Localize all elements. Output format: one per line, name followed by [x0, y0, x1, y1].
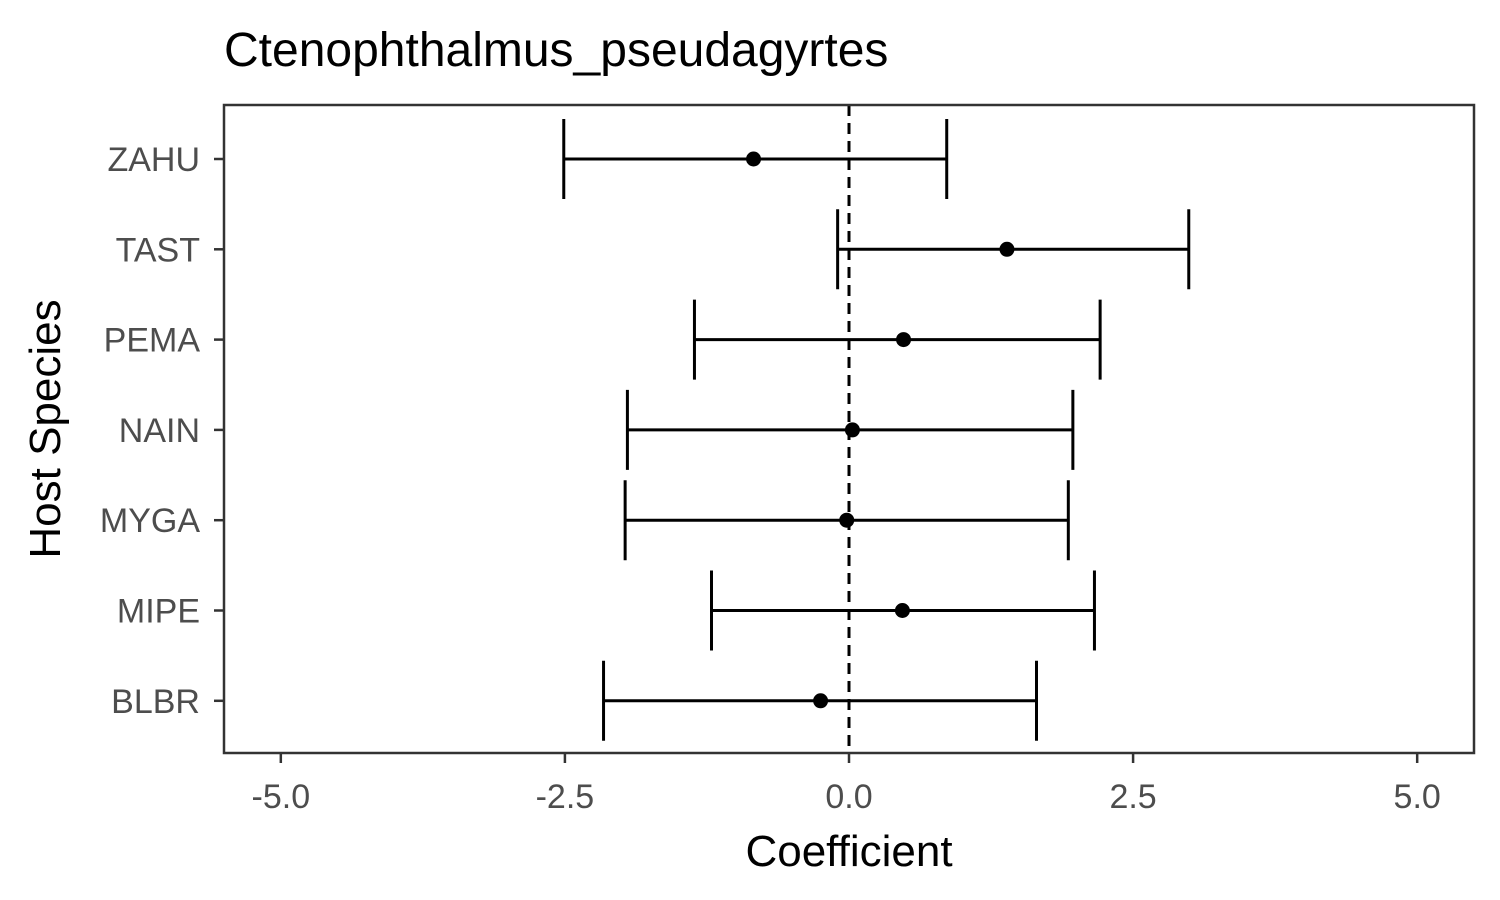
estimate-point-pema	[896, 332, 912, 348]
estimate-point-mipe	[894, 603, 910, 618]
estimate-point-zahu	[746, 151, 762, 167]
x-axis: -5.0 -2.5 0.0 2.5 5.0	[252, 753, 1441, 816]
y-tick-label-mipe: MIPE	[117, 593, 200, 631]
x-tick-label: 2.5	[1109, 778, 1156, 816]
x-tick-label: 5.0	[1394, 778, 1441, 816]
y-tick-label-tast: TAST	[116, 231, 200, 269]
x-tick-label: -5.0	[252, 778, 311, 816]
estimate-point-nain	[844, 422, 860, 438]
y-tick-label-myga: MYGA	[100, 502, 200, 540]
y-tick-label-zahu: ZAHU	[107, 141, 200, 179]
estimate-point-myga	[839, 512, 855, 528]
y-tick-label-pema: PEMA	[104, 322, 201, 360]
x-tick-label: 0.0	[825, 778, 872, 816]
estimate-point-blbr	[813, 693, 829, 709]
y-axis: ZAHU TAST PEMA NAIN MYGA MIPE BLBR	[100, 141, 224, 721]
y-tick-label-nain: NAIN	[119, 412, 200, 450]
plot-marks	[562, 105, 1191, 753]
estimate-point-tast	[999, 241, 1015, 257]
y-tick-label-blbr: BLBR	[111, 683, 200, 721]
y-axis-title: Host Species	[21, 299, 70, 558]
x-tick-label: -2.5	[536, 778, 595, 816]
x-axis-title: Coefficient	[745, 827, 952, 876]
chart-title: Ctenophthalmus_pseudagyrtes	[224, 24, 888, 77]
